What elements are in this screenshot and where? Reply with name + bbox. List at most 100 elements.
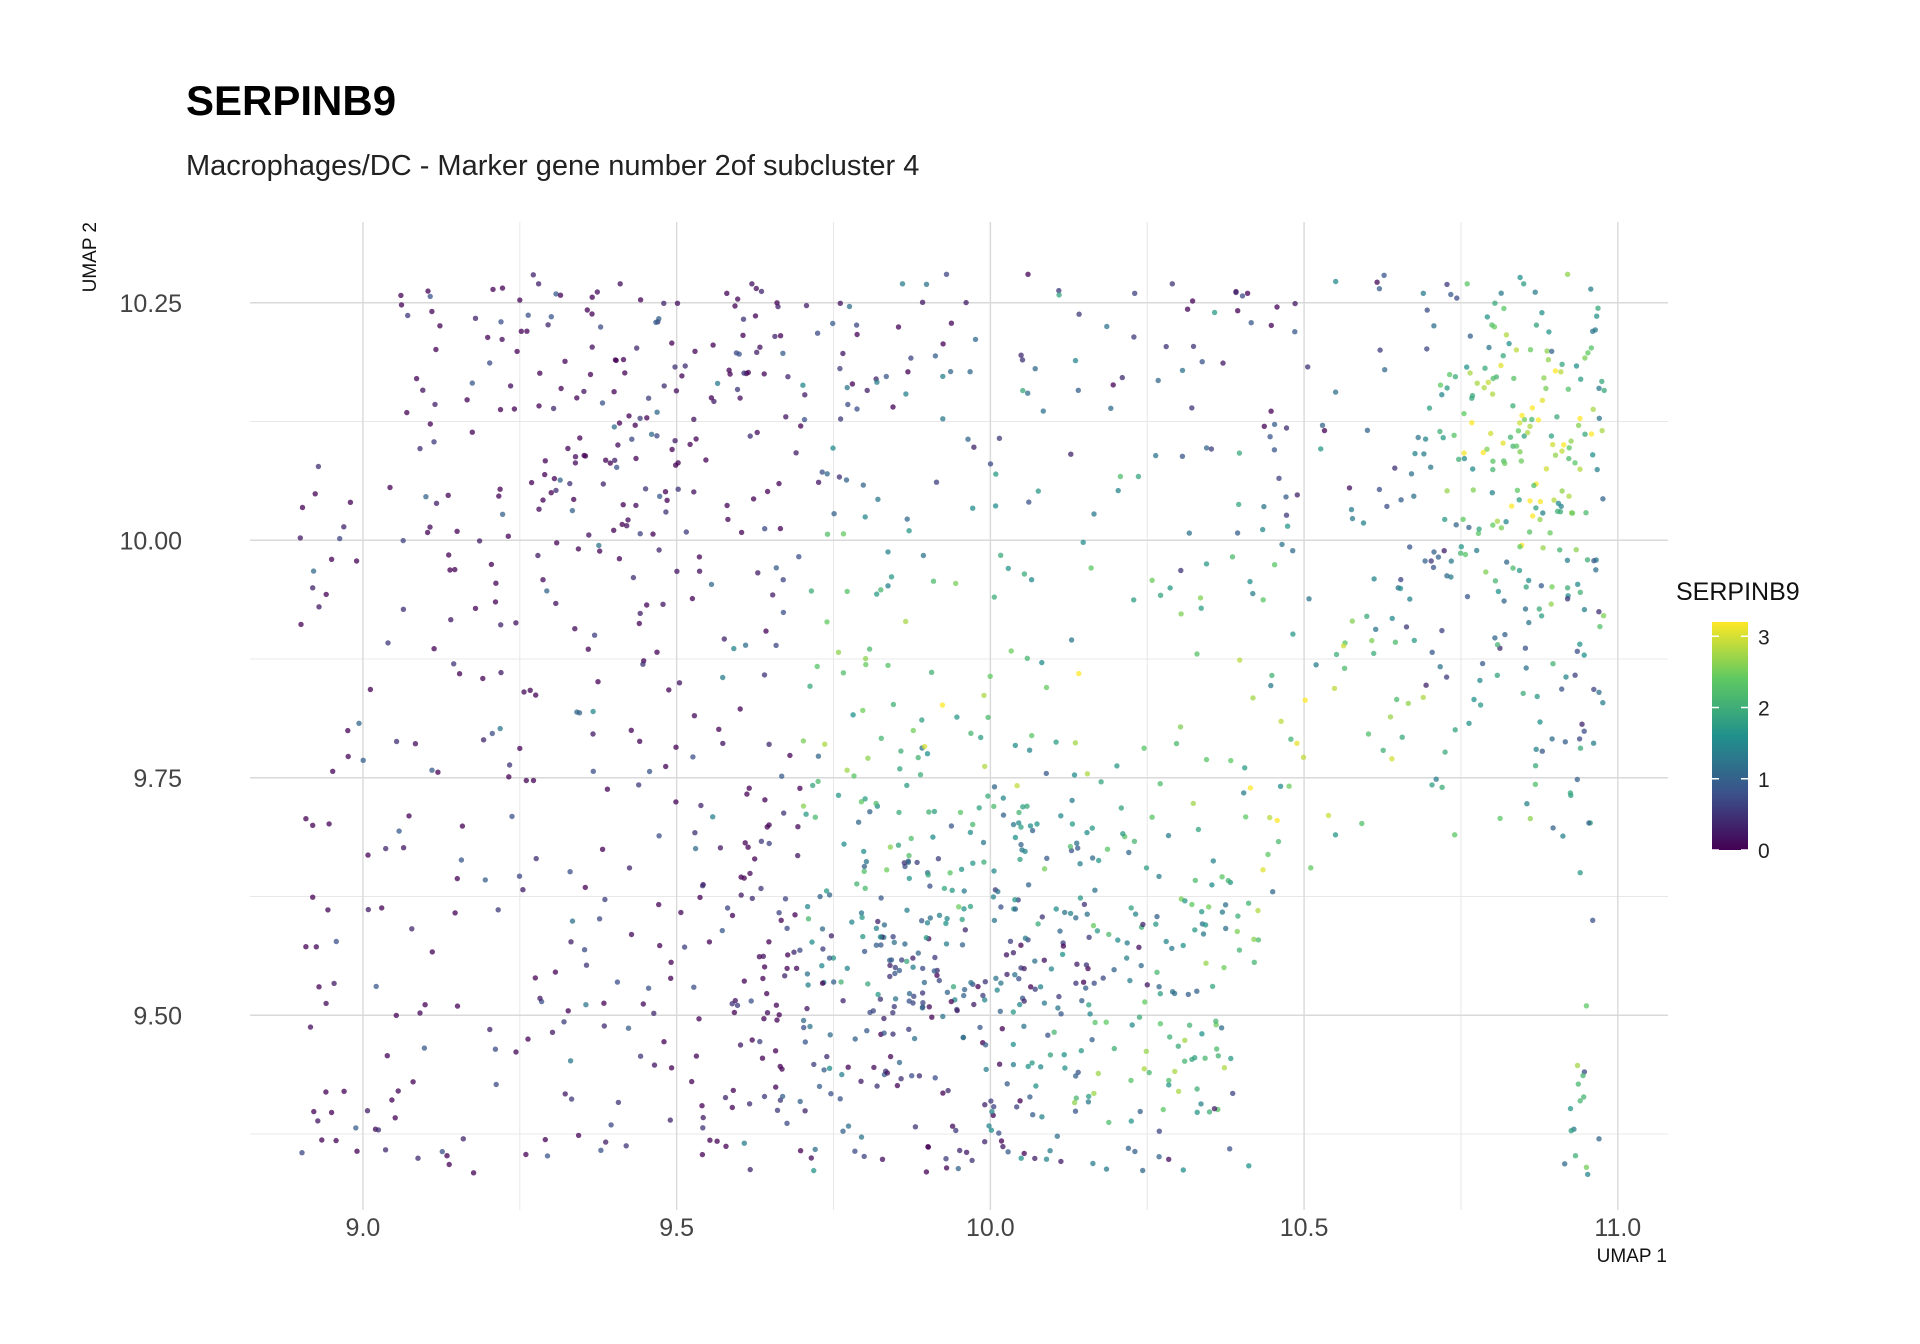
data-point [550, 405, 557, 412]
data-point [775, 303, 781, 310]
data-point [1519, 412, 1525, 419]
data-point [831, 511, 837, 517]
data-point [779, 1093, 786, 1100]
data-point [1332, 832, 1339, 838]
data-point [656, 547, 662, 553]
data-point [1306, 596, 1312, 602]
data-point [1073, 1095, 1080, 1101]
data-point [805, 916, 812, 922]
data-point [1423, 682, 1429, 688]
data-point [1292, 329, 1298, 335]
data-point [303, 944, 309, 950]
data-point [838, 979, 844, 985]
data-point [953, 1127, 959, 1134]
data-point [1025, 271, 1031, 277]
data-point [841, 841, 847, 847]
data-point [1019, 847, 1025, 853]
data-point [875, 496, 881, 502]
data-point [1192, 1055, 1198, 1061]
data-point [1537, 719, 1543, 725]
data-point [890, 404, 896, 410]
data-point [1371, 650, 1377, 657]
data-point [1128, 1118, 1135, 1124]
data-point [819, 963, 825, 969]
data-point [1025, 1063, 1031, 1070]
major-gridlines [250, 222, 1668, 1210]
data-point [1223, 925, 1229, 932]
data-point [978, 734, 984, 741]
data-point [1156, 1154, 1162, 1160]
data-point [1106, 1119, 1112, 1126]
data-point [1403, 624, 1410, 630]
data-point [1069, 821, 1076, 827]
data-point [1507, 434, 1514, 440]
data-point [485, 334, 491, 341]
data-point [1333, 651, 1340, 658]
data-point [431, 646, 437, 652]
data-point [1437, 664, 1443, 670]
data-point [761, 371, 767, 377]
data-point [996, 435, 1003, 441]
data-point [940, 341, 946, 347]
data-point [800, 803, 807, 809]
data-point [373, 983, 379, 990]
data-point [836, 474, 843, 480]
data-point [594, 289, 600, 295]
data-point [844, 965, 850, 971]
data-point [864, 1028, 870, 1034]
data-point [1524, 429, 1531, 436]
data-point [1190, 800, 1197, 807]
data-point [1549, 584, 1555, 590]
data-point [495, 907, 501, 913]
data-point [409, 926, 415, 932]
data-point [460, 1136, 466, 1142]
data-point [323, 591, 329, 598]
data-point [315, 1118, 321, 1124]
data-point [1198, 1101, 1204, 1107]
data-point [849, 919, 855, 925]
data-point [1547, 530, 1553, 536]
data-point [1203, 445, 1210, 451]
data-point [888, 574, 895, 580]
data-point [619, 521, 625, 528]
data-point [520, 887, 526, 893]
data-point [513, 620, 519, 626]
data-point [1483, 569, 1489, 575]
data-point [945, 1087, 951, 1094]
data-point [993, 975, 999, 981]
data-point [356, 720, 362, 726]
data-point [337, 535, 343, 542]
data-point [625, 1025, 632, 1031]
data-point [654, 649, 660, 655]
data-point [1219, 909, 1226, 915]
data-point [1053, 739, 1059, 745]
data-point [1055, 1005, 1061, 1011]
data-point [620, 356, 627, 363]
data-point [1209, 983, 1216, 990]
data-point [881, 1030, 887, 1036]
data-point [773, 642, 779, 649]
data-point [1577, 870, 1583, 876]
data-point [565, 445, 571, 452]
data-point [826, 955, 833, 961]
data-point [392, 1115, 398, 1121]
data-point [387, 484, 393, 491]
data-point [902, 941, 908, 947]
data-point [412, 741, 419, 747]
data-point [780, 609, 787, 616]
data-point [1376, 286, 1383, 292]
data-point [497, 725, 503, 732]
data-point [509, 813, 515, 820]
data-point [1597, 623, 1603, 630]
data-point [1590, 740, 1597, 746]
data-point [906, 852, 912, 859]
data-point [583, 1002, 589, 1008]
data-point [518, 328, 524, 334]
data-point [1199, 1031, 1205, 1037]
data-point [871, 1064, 877, 1071]
data-point [1567, 1105, 1574, 1112]
data-point [957, 1147, 963, 1154]
data-point [656, 316, 662, 322]
data-point [745, 844, 751, 850]
